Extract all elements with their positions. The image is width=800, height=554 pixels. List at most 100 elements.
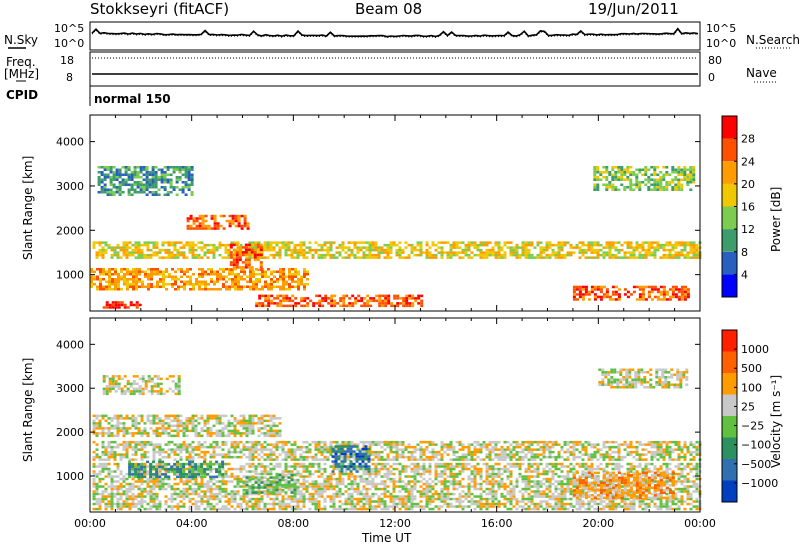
velocity-cell bbox=[281, 505, 285, 508]
velocity-cell bbox=[365, 497, 369, 501]
power-cell bbox=[213, 283, 216, 286]
velocity-cell bbox=[665, 448, 669, 451]
power-cell bbox=[590, 256, 594, 259]
power-cell bbox=[135, 270, 138, 273]
velocity-cell bbox=[284, 475, 288, 478]
power-cell bbox=[155, 241, 159, 244]
velocity-cell bbox=[104, 432, 108, 435]
velocity-cell bbox=[158, 500, 162, 503]
velocity-cell bbox=[248, 419, 252, 423]
velocity-cell bbox=[173, 490, 177, 493]
power-cell bbox=[251, 243, 255, 247]
velocity-cell bbox=[281, 470, 285, 473]
velocity-cell bbox=[215, 453, 219, 456]
power-cell bbox=[159, 273, 162, 276]
velocity-cell bbox=[677, 448, 681, 451]
velocity-cell bbox=[374, 485, 378, 488]
velocity-cell bbox=[251, 414, 255, 418]
power-cell bbox=[683, 241, 687, 244]
velocity-cell bbox=[503, 455, 507, 459]
power-cell bbox=[267, 304, 271, 308]
power-cell bbox=[479, 243, 483, 247]
velocity-cell bbox=[587, 443, 591, 446]
velocity-cell bbox=[182, 497, 186, 501]
power-cell bbox=[632, 256, 636, 259]
power-cell bbox=[605, 186, 609, 189]
velocity-cell bbox=[206, 414, 210, 418]
velocity-cell bbox=[533, 440, 537, 444]
power-cell bbox=[608, 295, 612, 299]
velocity-cell bbox=[251, 448, 255, 451]
power-cell bbox=[381, 302, 385, 305]
power-cell bbox=[253, 258, 257, 262]
velocity-cell bbox=[101, 434, 105, 438]
power-cell bbox=[386, 256, 390, 259]
power-cell bbox=[303, 275, 306, 278]
power-cell bbox=[136, 171, 140, 174]
power-cell bbox=[247, 261, 251, 264]
velocity-cell bbox=[329, 445, 333, 449]
velocity-cell bbox=[284, 465, 288, 468]
power-cell bbox=[171, 278, 174, 281]
power-cell bbox=[128, 246, 132, 249]
velocity-cell bbox=[242, 482, 246, 486]
power-cell bbox=[617, 241, 621, 244]
power-cell bbox=[303, 299, 307, 303]
power-cell bbox=[101, 253, 105, 257]
velocity-cell bbox=[161, 450, 165, 454]
velocity-cell bbox=[419, 445, 423, 449]
velocity-cell bbox=[134, 417, 138, 420]
velocity-cell bbox=[245, 462, 249, 466]
velocity-cell bbox=[272, 453, 276, 456]
velocity-cell bbox=[239, 440, 243, 444]
power-cell bbox=[320, 256, 324, 259]
power-cell bbox=[596, 288, 600, 291]
velocity-cell bbox=[668, 448, 672, 451]
velocity-cell bbox=[116, 414, 120, 418]
power-cell bbox=[321, 304, 325, 308]
velocity-cell bbox=[518, 458, 522, 461]
velocity-cell bbox=[155, 445, 159, 449]
velocity-cell bbox=[191, 440, 195, 444]
velocity-cell bbox=[152, 455, 156, 459]
velocity-cell bbox=[626, 453, 630, 456]
velocity-cell bbox=[371, 462, 375, 466]
velocity-cell bbox=[650, 443, 654, 446]
velocity-cell bbox=[365, 440, 369, 444]
velocity-cell bbox=[248, 453, 252, 456]
power-cell bbox=[180, 270, 183, 273]
power-cell bbox=[213, 227, 217, 230]
power-cell bbox=[204, 285, 207, 288]
power-cell bbox=[383, 243, 387, 247]
velocity-cell bbox=[323, 450, 327, 454]
velocity-cell bbox=[434, 453, 438, 456]
power-cell bbox=[500, 246, 504, 249]
power-cell bbox=[157, 168, 161, 171]
velocity-cell bbox=[254, 497, 258, 501]
velocity-cell bbox=[359, 492, 363, 496]
power-cell bbox=[692, 251, 696, 254]
velocity-cell bbox=[626, 450, 630, 454]
velocity-cell bbox=[332, 492, 336, 496]
power-cell bbox=[222, 283, 225, 286]
power-cell bbox=[695, 248, 699, 252]
power-cell bbox=[188, 241, 192, 244]
velocity-cell bbox=[245, 492, 249, 496]
power-cell bbox=[611, 186, 615, 189]
power-cell bbox=[458, 246, 462, 249]
power-cell bbox=[692, 168, 696, 171]
velocity-cell bbox=[260, 432, 264, 435]
velocity-cell bbox=[152, 450, 156, 454]
power-cell bbox=[497, 248, 501, 252]
power-cell bbox=[189, 275, 192, 278]
velocity-cell bbox=[482, 440, 486, 444]
power-cell bbox=[378, 294, 382, 298]
velocity-cell bbox=[116, 465, 120, 468]
velocity-cell bbox=[215, 487, 219, 491]
velocity-cell bbox=[359, 500, 363, 503]
power-cell bbox=[566, 241, 570, 244]
power-cell bbox=[134, 248, 138, 252]
power-cell bbox=[92, 246, 96, 249]
power-cell bbox=[605, 293, 609, 296]
velocity-cell bbox=[314, 458, 318, 461]
